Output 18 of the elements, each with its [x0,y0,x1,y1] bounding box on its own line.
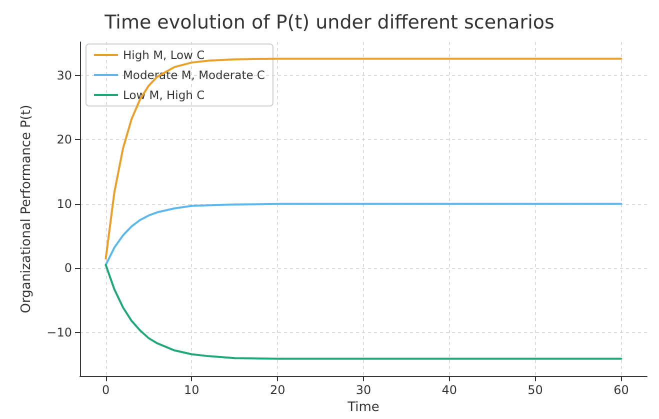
y-tick-label: 0 [64,261,72,276]
x-tick-label: 0 [102,383,110,398]
x-axis-title: Time [346,400,380,415]
chart-title: Time evolution of P(t) under different scenarios [104,12,554,34]
y-tick-label: 10 [56,196,72,211]
legend-label: High M, Low C [123,48,205,62]
y-axis-title: Organizational Performance P(t) [19,104,34,314]
x-tick-label: 60 [614,383,629,398]
y-tick-label: −10 [46,325,72,340]
x-tick-label: 30 [356,383,372,398]
x-tick-label: 10 [184,383,200,398]
x-tick-label: 50 [528,383,543,398]
y-tick-label: 30 [56,68,72,82]
y-tick-label: 20 [56,132,72,147]
line-series [104,202,622,266]
x-tick-label: 40 [442,383,458,398]
x-tick-label: 20 [270,383,286,398]
line-series [104,264,622,360]
